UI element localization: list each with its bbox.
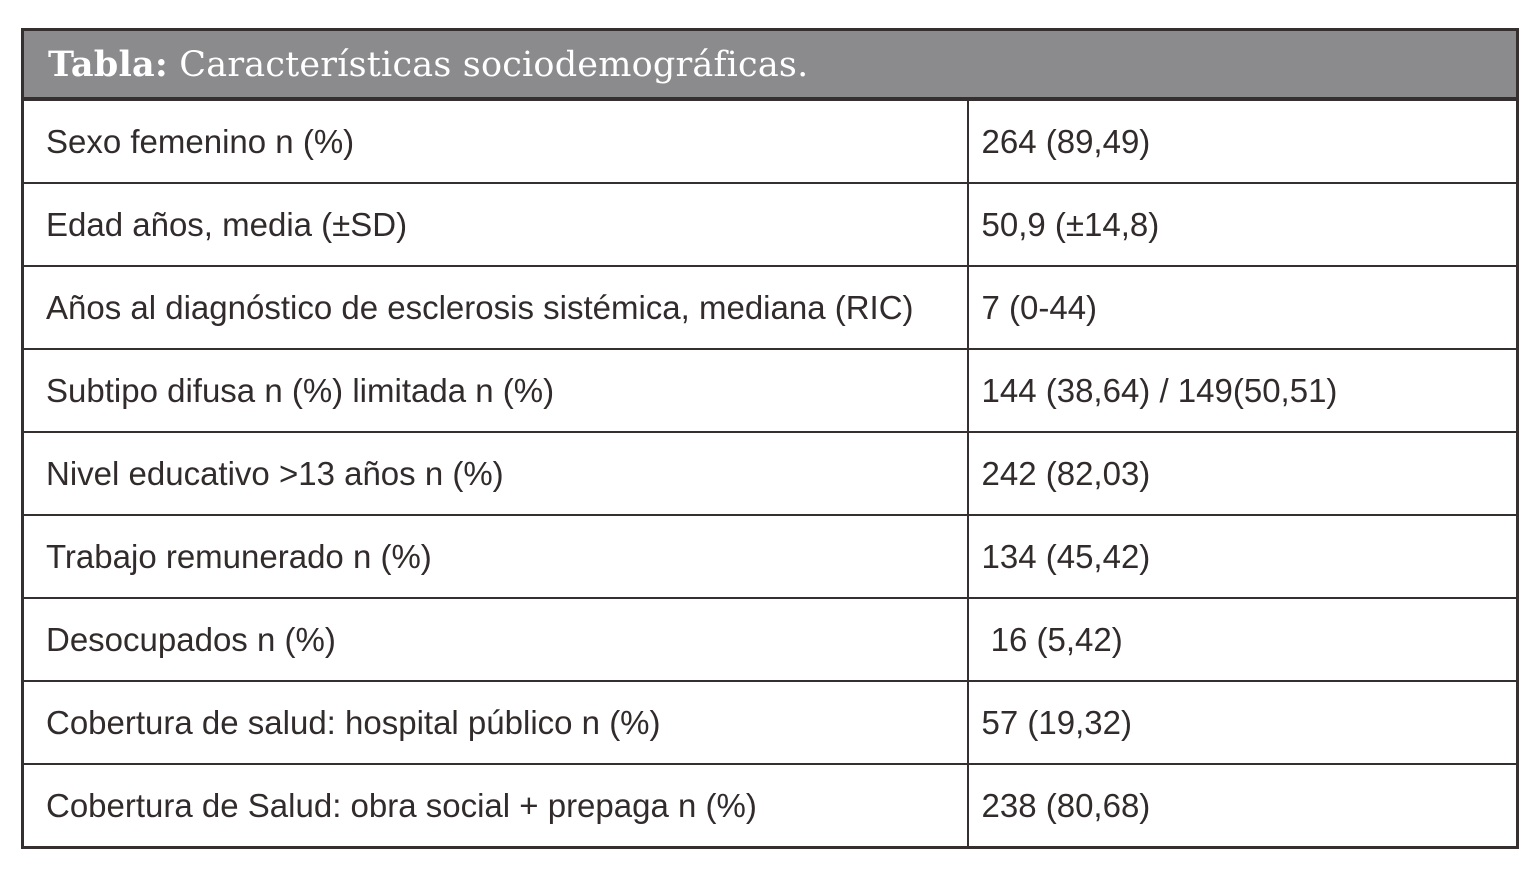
table-row: Cobertura de Salud: obra social + prepag… — [21, 763, 1519, 849]
sociodemographics-table: Tabla: Características sociodemográficas… — [20, 28, 1520, 849]
table-row: Nivel educativo >13 años n (%) 242 (82,0… — [21, 431, 1519, 516]
table-row: Cobertura de salud: hospital público n (… — [21, 680, 1519, 765]
row-value: 144 (38,64) / 149(50,51) — [966, 348, 1519, 433]
table-title-prefix: Tabla: — [48, 43, 168, 85]
table-row: Años al diagnóstico de esclerosis sistém… — [21, 265, 1519, 350]
table-row: Subtipo difusa n (%) limitada n (%) 144 … — [21, 348, 1519, 433]
table-row: Edad años, media (±SD) 50,9 (±14,8) — [21, 182, 1519, 267]
row-value: 50,9 (±14,8) — [966, 182, 1519, 267]
row-value: 264 (89,49) — [966, 98, 1519, 184]
row-label: Años al diagnóstico de esclerosis sistém… — [21, 265, 969, 350]
row-label: Trabajo remunerado n (%) — [21, 514, 969, 599]
table-title: Tabla: Características sociodemográficas… — [20, 28, 1520, 101]
row-value: 7 (0-44) — [966, 265, 1519, 350]
row-label: Desocupados n (%) — [21, 597, 969, 682]
table-row: Desocupados n (%) 16 (5,42) — [21, 597, 1519, 682]
table-row: Trabajo remunerado n (%) 134 (45,42) — [21, 514, 1519, 599]
row-value: 134 (45,42) — [966, 514, 1519, 599]
row-value: 57 (19,32) — [966, 680, 1519, 765]
row-value: 238 (80,68) — [966, 763, 1519, 849]
table-title-text: Características sociodemográficas. — [167, 44, 809, 85]
table-header-row: Tabla: Características sociodemográficas… — [20, 28, 1520, 101]
row-label: Cobertura de Salud: obra social + prepag… — [21, 763, 969, 849]
row-value: 16 (5,42) — [966, 597, 1519, 682]
table-row: Sexo femenino n (%) 264 (89,49) — [21, 98, 1519, 184]
row-label: Sexo femenino n (%) — [21, 98, 969, 184]
row-label: Cobertura de salud: hospital público n (… — [21, 680, 969, 765]
row-value: 242 (82,03) — [966, 431, 1519, 516]
row-label: Edad años, media (±SD) — [21, 182, 969, 267]
row-label: Subtipo difusa n (%) limitada n (%) — [21, 348, 969, 433]
row-label: Nivel educativo >13 años n (%) — [21, 431, 969, 516]
